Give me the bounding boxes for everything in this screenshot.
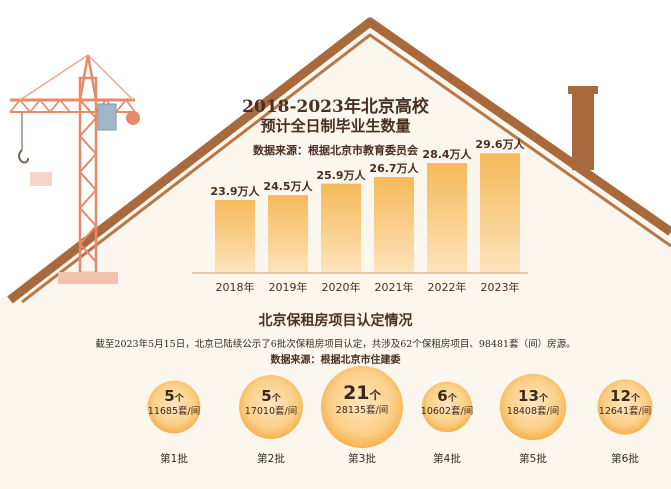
bar-chart-bars: [215, 153, 520, 273]
project-count: 13: [518, 387, 539, 405]
bar-data-label: 23.9万人: [210, 185, 260, 199]
chart2-description: 截至2023年5月15日，北京已陆续公示了6批次保租房项目认定，共涉及62个保租…: [95, 339, 576, 350]
project-count: 12: [610, 387, 631, 405]
bar-5: [427, 163, 467, 273]
crane-illustration: [9, 54, 140, 284]
batch-circle-text: 5个 17010套/间: [231, 388, 311, 417]
batch-circle-2: [239, 375, 303, 439]
chimney: [572, 92, 594, 170]
batch-circle-6: [597, 379, 653, 435]
project-unit: 个: [630, 394, 640, 404]
chart2-title: 北京保租房项目认定情况: [258, 313, 413, 329]
bar-data-label: 28.4万人: [422, 148, 472, 162]
x-tick-label: 2022年: [427, 281, 467, 294]
batch-circle-text: 5个 11685套/间: [134, 388, 214, 417]
housing-units-count: 28135套/间: [335, 404, 389, 416]
batch-circle-text: 12个 12641套/间: [585, 388, 665, 417]
project-unit: 个: [369, 388, 381, 402]
batch-label: 第1批: [160, 453, 188, 465]
bar-4: [374, 177, 414, 273]
x-tick-label: 2020年: [321, 281, 361, 294]
batch-circle-text: 13个 18408套/间: [493, 388, 573, 417]
project-count: 5: [164, 387, 175, 405]
roof-inner: [21, 33, 671, 304]
batch-circle-4: [421, 381, 473, 433]
chart1-subtitle: 预计全日制毕业生数量: [260, 117, 411, 135]
project-count: 21: [343, 382, 370, 404]
bar-data-label: 25.9万人: [316, 168, 366, 182]
bar-3: [321, 183, 361, 273]
batch-label: 第4批: [433, 453, 461, 465]
chart2-source: 数据来源：根据北京市住建委: [270, 355, 401, 366]
x-tick-label: 2023年: [480, 281, 520, 294]
housing-units-count: 11685套/间: [147, 405, 201, 417]
batch-label: 第2批: [257, 453, 285, 465]
project-unit: 个: [174, 394, 184, 404]
chimney-cap: [568, 86, 598, 94]
batch-label: 第3批: [348, 453, 376, 465]
project-count: 5: [261, 387, 272, 405]
batch-circle-5: [499, 373, 567, 441]
x-tick-label: 2019年: [268, 281, 308, 294]
batch-label: 第6批: [611, 453, 639, 465]
housing-units-count: 18408套/间: [506, 405, 560, 417]
bar-6: [480, 153, 520, 273]
x-tick-label: 2018年: [215, 281, 255, 294]
housing-units-count: 10602套/间: [420, 405, 474, 417]
batch-label: 第5批: [519, 453, 547, 465]
chart1-source: 数据来源：根据北京市教育委员会: [253, 144, 418, 157]
batch-circle-3: [321, 366, 403, 448]
bar-data-label: 24.5万人: [263, 180, 313, 194]
batch-circle-text: 6个 10602套/间: [407, 388, 487, 417]
housing-units-count: 12641套/间: [598, 405, 652, 417]
project-unit: 个: [447, 394, 457, 404]
bar-data-label: 26.7万人: [369, 162, 419, 176]
project-unit: 个: [538, 394, 548, 404]
project-unit: 个: [271, 394, 281, 404]
batch-circle-1: [147, 380, 201, 434]
bubble-chart-circles: [147, 366, 653, 448]
bar-1: [215, 200, 255, 273]
batch-circle-text: 21个 28135套/间: [322, 382, 402, 416]
roof-outer: [7, 17, 671, 304]
bar-data-label: 29.6万人: [475, 138, 525, 152]
x-tick-label: 2021年: [374, 281, 414, 294]
bar-2: [268, 195, 308, 273]
chart1-title: 2018-2023年北京高校: [242, 97, 429, 117]
project-count: 6: [437, 387, 448, 405]
housing-units-count: 17010套/间: [244, 405, 298, 417]
